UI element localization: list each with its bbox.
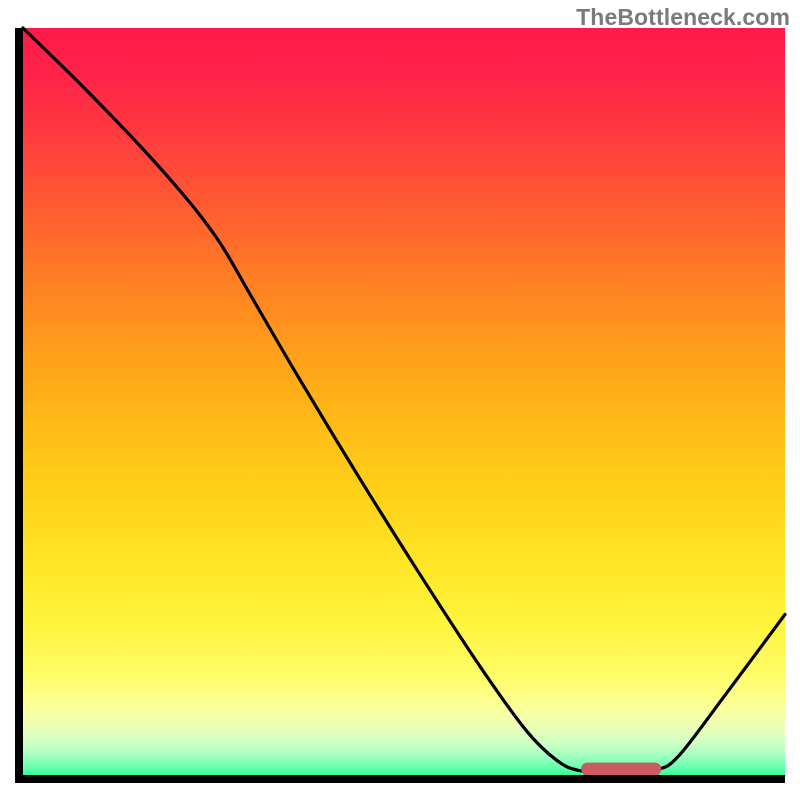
- plot-background: [15, 28, 785, 783]
- chart-root: { "watermark": { "text": "TheBottleneck.…: [0, 0, 800, 800]
- bottleneck-chart: [0, 0, 800, 800]
- optimal-marker: [581, 763, 661, 776]
- watermark-text: TheBottleneck.com: [576, 4, 790, 31]
